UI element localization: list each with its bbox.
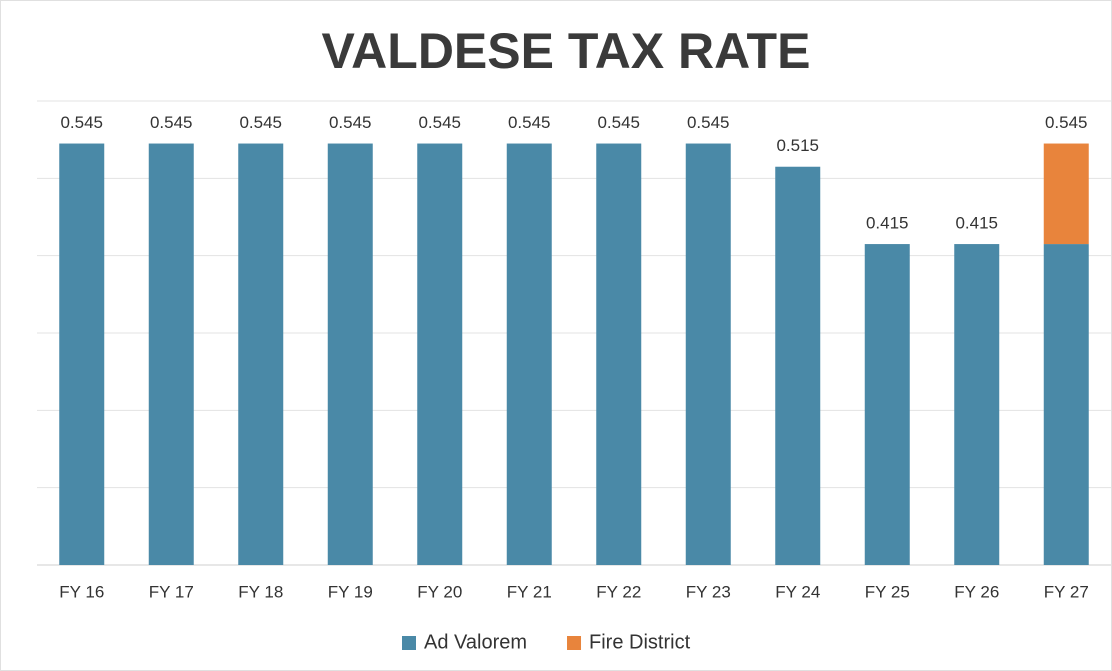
x-tick-label: FY 27: [1044, 582, 1089, 601]
bar-segment: [954, 244, 1000, 566]
bar-segment: [685, 143, 731, 566]
data-label: 0.545: [597, 113, 640, 132]
x-tick-label: FY 19: [328, 582, 373, 601]
bar-segment: [59, 143, 105, 566]
data-label: 0.545: [687, 113, 730, 132]
x-tick-label: FY 18: [238, 582, 283, 601]
chart-title: VALDESE TAX RATE: [322, 23, 811, 79]
x-tick-label: FY 17: [149, 582, 194, 601]
bar-segment: [1043, 143, 1089, 245]
data-label: 0.545: [329, 113, 372, 132]
data-label: 0.545: [508, 113, 551, 132]
bar-segment: [775, 166, 821, 565]
x-tick-label: FY 22: [596, 582, 641, 601]
bar-segment: [506, 143, 552, 566]
data-label: 0.545: [418, 113, 461, 132]
data-label: 0.545: [150, 113, 193, 132]
x-tick-label: FY 20: [417, 582, 462, 601]
bar-segment: [238, 143, 284, 566]
bar-segment: [327, 143, 373, 566]
data-label: 0.515: [776, 136, 819, 155]
legend-label: Fire District: [589, 631, 691, 653]
data-label: 0.545: [239, 113, 282, 132]
data-label: 0.415: [955, 214, 998, 233]
bar-segment: [417, 143, 463, 566]
bar-segment: [596, 143, 642, 566]
x-tick-label: FY 25: [865, 582, 910, 601]
x-tick-label: FY 21: [507, 582, 552, 601]
data-label: 0.545: [1045, 113, 1088, 132]
legend-swatch: [567, 636, 582, 650]
bar-segment: [864, 244, 910, 566]
legend-label: Ad Valorem: [424, 631, 527, 653]
x-tick-label: FY 16: [59, 582, 104, 601]
x-tick-label: FY 23: [686, 582, 731, 601]
legend-swatch: [402, 636, 416, 650]
data-label: 0.545: [60, 113, 103, 132]
bar-segment: [1043, 244, 1089, 566]
data-label: 0.415: [866, 214, 909, 233]
bar-segment: [148, 143, 194, 566]
x-tick-label: FY 26: [954, 582, 999, 601]
x-tick-label: FY 24: [775, 582, 820, 601]
